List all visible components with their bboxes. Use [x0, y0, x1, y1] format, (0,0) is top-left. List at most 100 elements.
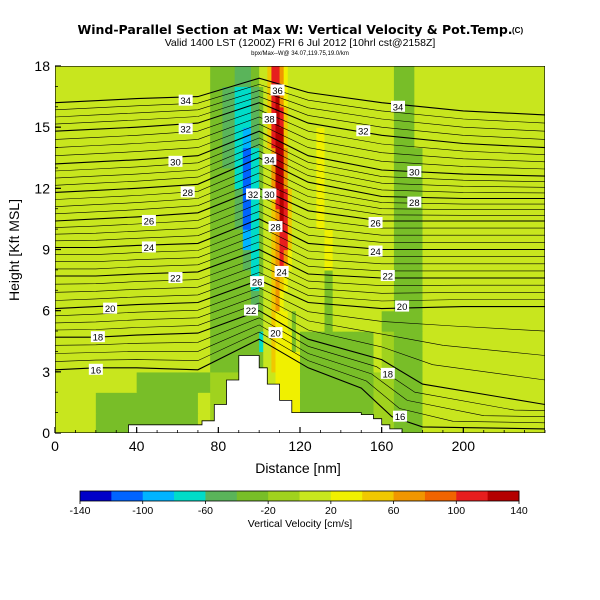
velocity-cell — [210, 229, 224, 251]
velocity-cell — [504, 66, 545, 87]
contour-label-bg — [180, 186, 195, 198]
velocity-cell — [414, 351, 424, 373]
velocity-cell — [393, 269, 403, 291]
velocity-cell — [267, 86, 273, 108]
velocity-cell — [504, 331, 545, 353]
velocity-cell — [402, 66, 415, 87]
velocity-cell — [210, 127, 224, 149]
velocity-cell — [283, 229, 289, 251]
velocity-cell — [197, 351, 211, 373]
contour-label-bg — [391, 100, 405, 112]
colorbar-swatch — [393, 491, 426, 501]
velocity-cell — [353, 106, 362, 128]
velocity-cell — [287, 188, 293, 210]
y-tick-label: 9 — [42, 242, 50, 258]
velocity-cell — [291, 310, 297, 332]
velocity-cell — [197, 86, 211, 108]
velocity-cell — [251, 86, 260, 108]
velocity-cell — [222, 331, 236, 353]
velocity-cell — [275, 106, 281, 128]
velocity-cell — [136, 86, 179, 108]
velocity-cell — [422, 310, 444, 332]
velocity-cell — [283, 249, 289, 271]
velocity-cell — [316, 229, 326, 251]
velocity-cell — [308, 127, 317, 149]
velocity-cell — [422, 290, 444, 312]
velocity-cell — [393, 331, 403, 353]
velocity-cell — [340, 310, 354, 332]
velocity-cell — [197, 249, 211, 271]
velocity-cell — [279, 127, 285, 149]
velocity-cell — [177, 290, 199, 312]
velocity-cell — [222, 106, 236, 128]
velocity-cell — [287, 86, 293, 108]
isentrope-minor — [55, 272, 545, 302]
velocity-cell — [504, 127, 545, 149]
velocity-cell — [95, 147, 138, 169]
contour-label-bg — [368, 216, 383, 228]
velocity-cell — [291, 229, 297, 251]
velocity-cell — [283, 106, 289, 128]
velocity-cell — [295, 310, 301, 332]
isentrope-minor — [55, 116, 545, 163]
velocity-cell — [95, 269, 138, 291]
velocity-cell — [422, 331, 444, 353]
velocity-cell — [308, 66, 317, 87]
velocity-cell — [402, 371, 415, 393]
velocity-cell — [504, 392, 545, 414]
velocity-cell — [291, 392, 297, 414]
velocity-cell — [267, 371, 273, 393]
velocity-cell — [393, 229, 403, 251]
terrain — [55, 355, 545, 433]
isentrope-minor — [55, 137, 545, 182]
contour-label-bg — [407, 166, 422, 178]
velocity-cell — [504, 208, 545, 230]
velocity-cell — [373, 229, 383, 251]
contour-label: 20 — [103, 302, 118, 315]
velocity-cell — [295, 331, 301, 353]
velocity-cell — [177, 310, 199, 332]
velocity-cell — [316, 167, 326, 189]
velocity-cell — [291, 127, 297, 149]
contour-label-text: 22 — [383, 272, 394, 283]
velocity-cell — [300, 188, 309, 210]
velocity-cell — [353, 269, 362, 291]
velocity-cell — [442, 86, 464, 108]
velocity-cell — [267, 127, 273, 149]
velocity-cell — [381, 351, 395, 373]
velocity-cell — [361, 66, 375, 87]
velocity-cell — [210, 249, 224, 271]
contour-label-bg — [168, 155, 183, 167]
velocity-cell — [324, 106, 334, 128]
velocity-cell — [197, 371, 211, 393]
isentrope-32 — [55, 102, 545, 149]
contour-label: 26 — [141, 214, 156, 227]
velocity-cell — [393, 167, 403, 189]
velocity-cell — [308, 147, 317, 169]
velocity-cell — [271, 351, 277, 373]
velocity-cell — [275, 188, 281, 210]
contour-label-text: 24 — [276, 267, 287, 278]
velocity-cell — [422, 208, 444, 230]
velocity-cell — [275, 229, 281, 251]
velocity-cell — [210, 290, 224, 312]
velocity-cell — [442, 331, 464, 353]
velocity-cell — [279, 290, 285, 312]
colorbar-tick-label: -140 — [69, 505, 90, 517]
contour-label: 28 — [180, 186, 195, 199]
velocity-cell — [340, 167, 354, 189]
velocity-cell — [300, 310, 309, 332]
velocity-cell — [463, 86, 505, 108]
velocity-cell — [332, 66, 342, 87]
velocity-cell — [263, 269, 268, 291]
colorbar-swatch — [456, 491, 489, 501]
velocity-cell — [316, 392, 326, 414]
velocity-cell — [136, 66, 179, 87]
velocity-cell — [55, 127, 97, 149]
isentrope-minor — [55, 123, 545, 170]
isentrope-minor — [55, 233, 545, 265]
velocity-cell — [463, 331, 505, 353]
velocity-cell — [381, 229, 395, 251]
velocity-cell — [353, 66, 362, 87]
velocity-cell — [442, 371, 464, 393]
